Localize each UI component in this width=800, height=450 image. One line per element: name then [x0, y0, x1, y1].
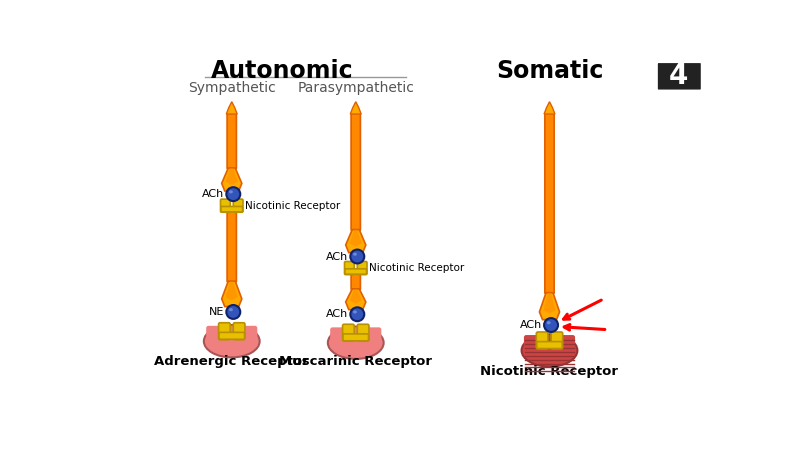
Text: Nicotinic Receptor: Nicotinic Receptor — [481, 365, 618, 378]
FancyBboxPatch shape — [351, 273, 361, 290]
Text: Sympathetic: Sympathetic — [188, 81, 276, 95]
Polygon shape — [226, 281, 238, 301]
FancyBboxPatch shape — [330, 327, 382, 349]
FancyBboxPatch shape — [221, 199, 230, 212]
Polygon shape — [350, 230, 362, 247]
FancyBboxPatch shape — [234, 323, 245, 340]
Text: Somatic: Somatic — [496, 59, 603, 83]
FancyBboxPatch shape — [358, 324, 369, 341]
Polygon shape — [346, 230, 366, 252]
FancyBboxPatch shape — [219, 333, 245, 339]
FancyBboxPatch shape — [351, 113, 361, 231]
Text: ACh: ACh — [202, 189, 224, 199]
Circle shape — [226, 187, 240, 201]
Ellipse shape — [229, 308, 233, 311]
FancyBboxPatch shape — [358, 261, 367, 274]
FancyBboxPatch shape — [545, 113, 554, 294]
Polygon shape — [350, 102, 361, 114]
Text: ACh: ACh — [326, 252, 348, 261]
Polygon shape — [222, 168, 242, 191]
Text: Adrenergic Receptor: Adrenergic Receptor — [154, 356, 309, 369]
FancyBboxPatch shape — [345, 261, 354, 274]
FancyBboxPatch shape — [551, 332, 562, 349]
Circle shape — [350, 250, 364, 263]
Text: NE: NE — [209, 307, 224, 317]
Text: Nicotinic Receptor: Nicotinic Receptor — [369, 263, 464, 273]
Text: Nicotinic Receptor: Nicotinic Receptor — [245, 201, 340, 211]
Circle shape — [350, 307, 364, 321]
Text: Parasympathetic: Parasympathetic — [298, 81, 414, 95]
FancyBboxPatch shape — [342, 324, 354, 341]
Circle shape — [226, 305, 240, 319]
FancyBboxPatch shape — [343, 334, 369, 341]
Ellipse shape — [328, 327, 384, 359]
Text: 4: 4 — [670, 63, 689, 90]
Polygon shape — [539, 292, 559, 320]
FancyBboxPatch shape — [657, 62, 702, 91]
Ellipse shape — [546, 321, 550, 324]
Ellipse shape — [522, 334, 578, 367]
Polygon shape — [543, 292, 556, 314]
Ellipse shape — [204, 325, 260, 357]
Ellipse shape — [353, 310, 357, 314]
Polygon shape — [350, 289, 362, 303]
FancyBboxPatch shape — [227, 113, 237, 169]
Polygon shape — [226, 102, 237, 114]
FancyBboxPatch shape — [221, 207, 242, 212]
Ellipse shape — [353, 252, 357, 256]
Text: ACh: ACh — [519, 320, 542, 330]
Polygon shape — [544, 102, 555, 114]
Text: Muscarinic Receptor: Muscarinic Receptor — [279, 356, 432, 369]
FancyBboxPatch shape — [227, 211, 237, 282]
FancyBboxPatch shape — [536, 332, 548, 349]
Polygon shape — [222, 281, 242, 306]
FancyBboxPatch shape — [345, 269, 366, 274]
FancyBboxPatch shape — [524, 335, 575, 356]
Text: Autonomic: Autonomic — [211, 59, 354, 83]
Polygon shape — [226, 168, 238, 185]
Text: ACh: ACh — [326, 309, 348, 319]
FancyBboxPatch shape — [206, 326, 258, 347]
Polygon shape — [346, 289, 366, 310]
Ellipse shape — [229, 190, 233, 194]
FancyBboxPatch shape — [537, 342, 562, 349]
Circle shape — [544, 318, 558, 332]
FancyBboxPatch shape — [218, 323, 230, 340]
FancyBboxPatch shape — [234, 199, 243, 212]
